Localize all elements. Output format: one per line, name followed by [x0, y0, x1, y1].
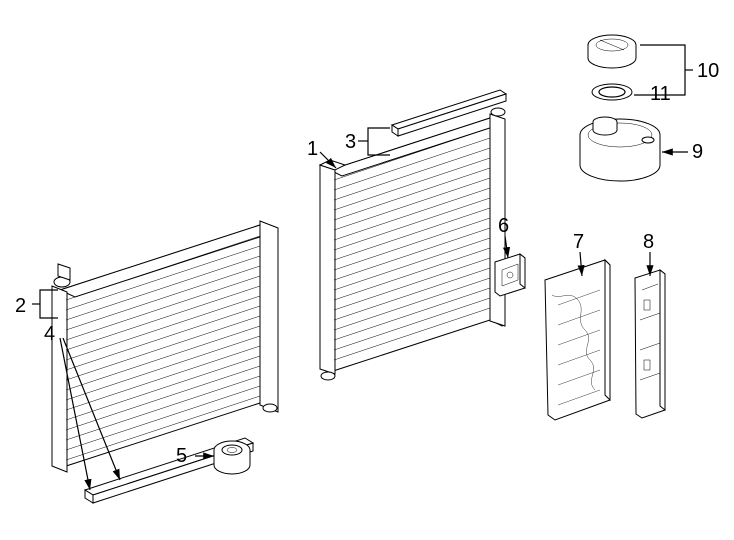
label-7: 7	[573, 231, 584, 253]
coolant-reservoir	[580, 117, 660, 181]
reservoir-cap	[588, 35, 636, 68]
label-3: 3	[345, 131, 356, 153]
label-9: 9	[692, 141, 703, 163]
side-bracket	[635, 270, 665, 418]
label-10: 10	[697, 60, 719, 82]
cap-seal-ring	[592, 84, 632, 100]
label-6: 6	[498, 215, 509, 237]
label-5: 5	[176, 445, 187, 467]
label-4: 4	[44, 323, 55, 345]
side-air-guide	[545, 260, 610, 420]
parts-diagram: 1 2 3 4 5 6 7 8 9 10 11	[0, 0, 734, 540]
label-11: 11	[650, 83, 671, 105]
mount-bushing	[214, 441, 250, 474]
label-8: 8	[643, 231, 654, 253]
label-1: 1	[307, 138, 318, 160]
retainer-clip	[495, 254, 525, 296]
label-2: 2	[15, 295, 26, 317]
